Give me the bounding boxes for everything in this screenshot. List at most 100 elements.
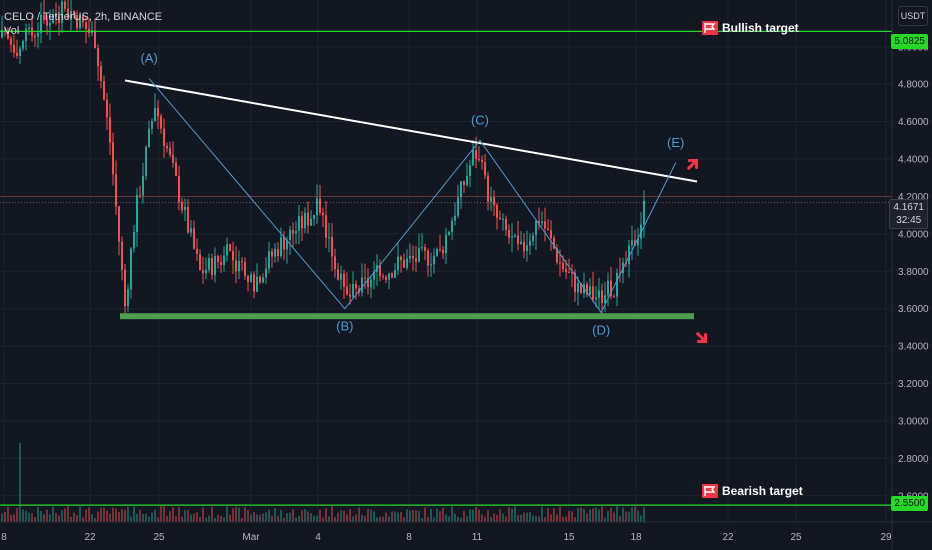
candle-body xyxy=(367,278,369,287)
volume-legend[interactable]: Vol xyxy=(4,25,20,37)
candle-body xyxy=(172,154,174,163)
candle-body xyxy=(373,271,375,280)
symbol-title[interactable]: CELO / TetherUS, 2h, BINANCE xyxy=(4,11,163,23)
volume-bar xyxy=(565,516,567,522)
candle-body xyxy=(469,165,471,176)
candle-body xyxy=(238,261,240,272)
candle-body xyxy=(577,283,579,293)
volume-bar xyxy=(253,512,255,522)
volume-bar xyxy=(415,510,417,522)
candle-body xyxy=(535,221,537,236)
volume-bar xyxy=(418,510,420,522)
volume-bar xyxy=(379,516,381,522)
volume-bar xyxy=(286,513,288,522)
candle-body xyxy=(106,99,108,118)
candle-body xyxy=(214,255,216,276)
candle-body xyxy=(481,159,483,162)
volume-bar xyxy=(463,510,465,522)
candle-body xyxy=(421,247,423,249)
volume-bar xyxy=(112,507,114,522)
bearish-target-label[interactable]: Bearish target xyxy=(702,484,803,498)
volume-bar xyxy=(328,516,330,522)
candle-body xyxy=(85,22,87,29)
candle-body xyxy=(433,255,435,265)
candle-body xyxy=(49,23,51,26)
candle-body xyxy=(379,265,381,277)
volume-bar xyxy=(172,507,174,522)
candle-body xyxy=(385,276,387,280)
candle-body xyxy=(28,27,30,29)
candle-body xyxy=(559,262,561,264)
volume-bar xyxy=(313,515,315,522)
volume-bar xyxy=(280,509,282,522)
grid xyxy=(0,0,892,522)
candle-body xyxy=(613,296,615,298)
volume-bar xyxy=(91,514,93,522)
candle-body xyxy=(478,159,480,161)
bullish-target-label[interactable]: Bullish target xyxy=(702,21,799,35)
drawings[interactable]: (A) (B) (C) (D) (E) xyxy=(0,30,892,506)
volume-bar xyxy=(1,513,3,522)
candle-body xyxy=(148,128,150,148)
currency-badge[interactable]: USDT xyxy=(898,6,928,26)
volume-bar xyxy=(196,512,198,522)
current-price-value: 4.1671 xyxy=(893,202,924,213)
volume-bar xyxy=(37,506,39,522)
candle-body xyxy=(394,270,396,278)
candle-body xyxy=(361,277,363,293)
volume-bar xyxy=(559,506,561,522)
volume-bar xyxy=(388,516,390,522)
candle-body xyxy=(328,237,330,239)
candle-body xyxy=(352,283,354,297)
candle-body xyxy=(484,161,486,176)
volume-bar xyxy=(580,507,582,522)
volume-bars xyxy=(1,442,645,522)
volume-bar xyxy=(157,517,159,522)
support-zone xyxy=(120,313,694,320)
candle-body xyxy=(430,264,432,266)
candle-body xyxy=(259,276,261,283)
volume-bar xyxy=(637,510,639,522)
candle-body xyxy=(229,244,231,252)
time-tick-label: 8 xyxy=(1,532,7,543)
volume-bar xyxy=(70,516,72,522)
volume-bar xyxy=(166,515,168,522)
wave-label: (C) xyxy=(471,112,489,127)
volume-bar xyxy=(631,507,633,522)
time-tick-label: 4 xyxy=(315,532,321,543)
candle-body xyxy=(388,273,390,280)
candle-body xyxy=(58,16,60,24)
volume-bar xyxy=(445,514,447,522)
price-tick-label: 4.4000 xyxy=(898,155,929,166)
volume-bar xyxy=(385,512,387,522)
volume-bar xyxy=(448,516,450,522)
volume-bar xyxy=(487,510,489,522)
bullish-price-tag: 5.0825 xyxy=(891,34,928,49)
candle-body xyxy=(409,255,411,259)
volume-bar xyxy=(442,507,444,522)
candle-body xyxy=(454,215,456,221)
candle-body xyxy=(403,259,405,268)
candle-body xyxy=(538,221,540,224)
candle-body xyxy=(550,230,552,238)
candle-body xyxy=(115,174,117,207)
volume-bar xyxy=(79,506,81,522)
candle-body xyxy=(271,251,273,257)
volume-bar xyxy=(478,509,480,522)
volume-bar xyxy=(376,517,378,522)
candle-body xyxy=(205,269,207,274)
candle-body xyxy=(562,262,564,270)
resistance-trendline xyxy=(124,79,698,183)
volume-bar xyxy=(370,509,372,522)
candle-body xyxy=(391,273,393,278)
time-tick-label: 29 xyxy=(880,532,892,543)
candle-body xyxy=(580,283,582,294)
candle-body xyxy=(619,272,621,274)
candle-body xyxy=(37,32,39,37)
candle-body xyxy=(4,29,6,31)
volume-bar xyxy=(229,514,231,522)
candle-body xyxy=(517,235,519,245)
candle-body xyxy=(592,286,594,300)
